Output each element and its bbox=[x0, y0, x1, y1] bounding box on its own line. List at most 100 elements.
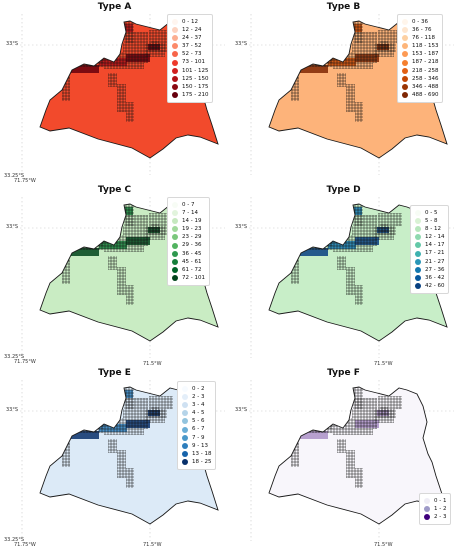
lat-bottom-label: 33.25°S bbox=[4, 537, 24, 543]
legend-label: 19 - 23 bbox=[182, 226, 202, 233]
legend-swatch bbox=[402, 75, 408, 82]
legend-label: 1 - 2 bbox=[434, 506, 447, 513]
legend-item: 346 - 488 bbox=[402, 83, 438, 91]
lon-left-label: 71.75°W bbox=[14, 359, 36, 365]
legend-item: 3 - 4 bbox=[182, 401, 211, 409]
legend-item: 218 - 258 bbox=[402, 67, 438, 75]
legend-label: 118 - 153 bbox=[412, 43, 439, 50]
legend-swatch bbox=[172, 35, 178, 42]
legend-item: 52 - 73 bbox=[172, 50, 208, 58]
legend-swatch bbox=[172, 250, 178, 257]
legend-item: 175 - 210 bbox=[172, 91, 208, 99]
legend-item: 36 - 42 bbox=[415, 274, 444, 282]
legend-label: 21 - 27 bbox=[425, 258, 445, 265]
legend-item: 6 - 7 bbox=[182, 425, 211, 433]
choropleth-map bbox=[12, 380, 225, 541]
region-fill bbox=[269, 387, 447, 524]
legend-swatch bbox=[172, 75, 178, 82]
legend-item: 29 - 36 bbox=[172, 241, 205, 249]
legend-label: 346 - 488 bbox=[412, 83, 439, 90]
legend-item: 0 - 12 bbox=[172, 18, 208, 26]
legend-swatch bbox=[424, 506, 430, 513]
legend-label: 7 - 9 bbox=[192, 434, 205, 441]
legend-swatch bbox=[415, 242, 421, 249]
lat-top-label: 33°S bbox=[6, 41, 19, 47]
legend-item: 9 - 13 bbox=[182, 442, 211, 450]
legend-item: 73 - 101 bbox=[172, 58, 208, 66]
legend-item: 7 - 14 bbox=[172, 209, 205, 217]
legend-item: 61 - 72 bbox=[172, 266, 205, 274]
legend-item: 12 - 24 bbox=[172, 26, 208, 34]
legend-swatch bbox=[182, 418, 188, 425]
legend-item: 125 - 150 bbox=[172, 75, 208, 83]
panel-title: Type F bbox=[327, 368, 360, 378]
legend-item: 36 - 45 bbox=[172, 250, 205, 258]
legend-item: 18 - 25 bbox=[182, 458, 211, 466]
legend-item: 5 - 8 bbox=[415, 217, 444, 225]
legend-label: 0 - 2 bbox=[192, 386, 205, 392]
legend-item: 0 - 1 bbox=[424, 497, 446, 505]
legend-label: 7 - 14 bbox=[182, 210, 198, 217]
legend-item: 7 - 9 bbox=[182, 434, 211, 442]
legend-item: 27 - 36 bbox=[415, 266, 444, 274]
legend-swatch bbox=[424, 498, 430, 505]
legend-item: 0 - 5 bbox=[415, 209, 444, 217]
legend-swatch bbox=[415, 226, 421, 233]
legend-label: 0 - 5 bbox=[425, 210, 438, 216]
legend-item: 5 - 6 bbox=[182, 417, 211, 425]
legend-swatch bbox=[172, 67, 178, 74]
legend-label: 125 - 150 bbox=[182, 75, 209, 82]
legend-swatch bbox=[415, 234, 421, 241]
legend-item: 0 - 7 bbox=[172, 201, 205, 209]
legend-label: 8 - 12 bbox=[425, 226, 441, 233]
legend-item: 258 - 346 bbox=[402, 75, 438, 83]
legend-item: 17 - 21 bbox=[415, 249, 444, 257]
legend-swatch bbox=[172, 83, 178, 90]
legend-swatch bbox=[415, 218, 421, 225]
legend-label: 45 - 61 bbox=[182, 258, 202, 265]
legend-item: 488 - 690 bbox=[402, 91, 438, 99]
lat-bottom-label: 33.25°S bbox=[4, 354, 24, 360]
region-fill bbox=[40, 387, 218, 524]
legend-swatch bbox=[402, 35, 408, 42]
legend-label: 4 - 5 bbox=[192, 410, 205, 417]
legend-swatch bbox=[172, 234, 178, 241]
legend-label: 37 - 52 bbox=[182, 43, 202, 50]
legend-swatch bbox=[402, 83, 408, 90]
legend-swatch bbox=[415, 282, 421, 289]
legend-item: 37 - 52 bbox=[172, 42, 208, 50]
legend-label: 12 - 14 bbox=[425, 234, 445, 241]
legend-label: 0 - 36 bbox=[412, 19, 428, 25]
legend-label: 101 - 125 bbox=[182, 67, 209, 74]
legend-swatch bbox=[415, 258, 421, 265]
lon-right-label: 71.5°W bbox=[374, 542, 393, 548]
legend-label: 6 - 7 bbox=[192, 426, 205, 433]
panel-title: Type A bbox=[97, 2, 132, 12]
legend-swatch bbox=[182, 402, 188, 409]
legend-item: 23 - 29 bbox=[172, 233, 205, 241]
legend-swatch bbox=[172, 210, 178, 217]
legend: 0 - 12 12 - 24 24 - 37 37 - 52 52 - 73 73 - 1… bbox=[167, 14, 214, 103]
region-fill bbox=[269, 204, 447, 341]
legend-swatch bbox=[402, 27, 408, 34]
panel-type-c: Type C 33°S 0 - 7 7 - 14 14 - 19 19 - 23 23 … bbox=[0, 183, 229, 367]
legend-item: 4 - 5 bbox=[182, 409, 211, 417]
legend-label: 52 - 73 bbox=[182, 51, 202, 58]
legend-swatch bbox=[415, 274, 421, 281]
legend-label: 72 - 101 bbox=[182, 274, 205, 281]
legend-label: 2 - 3 bbox=[192, 394, 205, 401]
legend-item: 8 - 12 bbox=[415, 225, 444, 233]
legend-label: 24 - 37 bbox=[182, 35, 202, 42]
legend-label: 153 - 187 bbox=[412, 51, 439, 58]
legend-item: 36 - 76 bbox=[402, 26, 438, 34]
legend-item: 2 - 3 bbox=[182, 393, 211, 401]
panel-title: Type B bbox=[326, 2, 361, 12]
legend-swatch bbox=[402, 59, 408, 66]
legend: 0 - 7 7 - 14 14 - 19 19 - 23 23 - 29 29 - 36 3… bbox=[167, 197, 210, 286]
legend-swatch bbox=[172, 226, 178, 233]
